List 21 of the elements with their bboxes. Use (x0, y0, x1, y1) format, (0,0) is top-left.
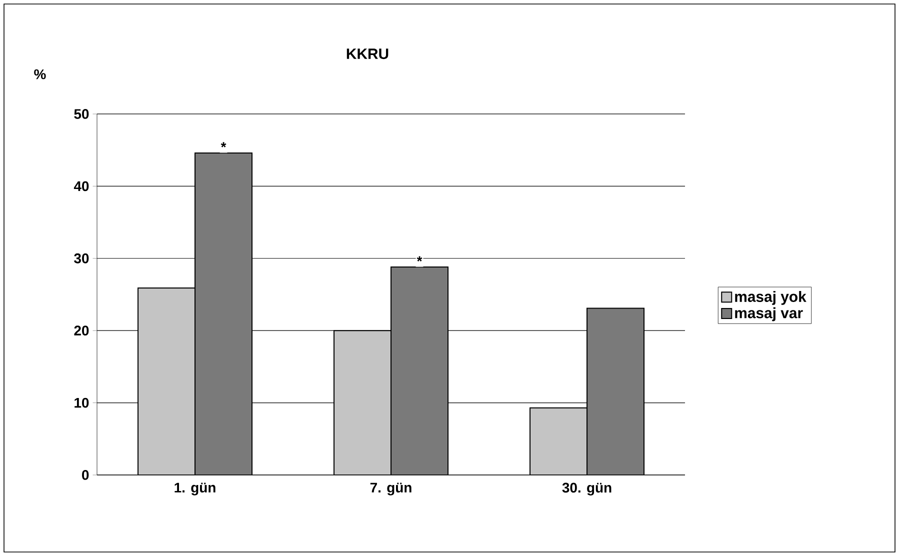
legend-label: masaj var (735, 307, 803, 322)
y-tick-label: 50 (74, 109, 89, 119)
legend-label: masaj yok (735, 291, 806, 305)
y-axis-title: % (34, 69, 46, 80)
bar (530, 407, 588, 475)
y-tick-label: 10 (74, 398, 89, 408)
annotation: * (220, 142, 226, 148)
annotation: * (416, 256, 422, 262)
chart-title: KKRU (346, 48, 388, 60)
y-tick-label: 0 (82, 470, 89, 480)
x-tick-label: 7. gün (370, 482, 412, 496)
x-tick-label: 30. gün (562, 482, 612, 496)
y-tick-label: 20 (74, 326, 89, 336)
y-tick-label: 30 (74, 253, 89, 264)
bar (138, 287, 196, 475)
x-tick-label: 1. gün (174, 482, 216, 496)
y-tick-label: 40 (74, 181, 89, 192)
bar (334, 330, 392, 475)
bar (390, 266, 449, 475)
bar (586, 308, 645, 475)
bar (194, 152, 253, 475)
